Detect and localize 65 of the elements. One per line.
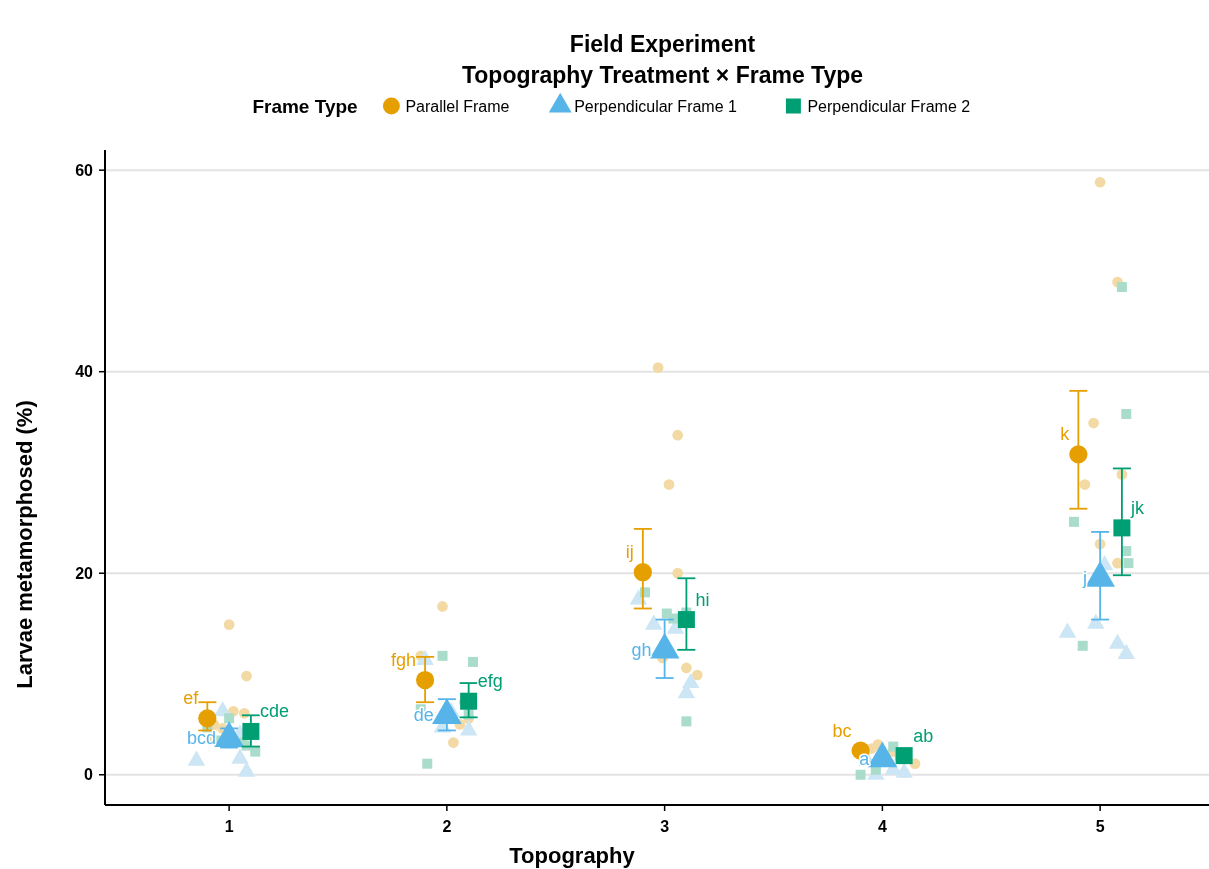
legend-label: Perpendicular Frame 1	[574, 97, 738, 115]
data-label: cde	[259, 701, 289, 722]
y-tick-label: 0	[84, 766, 94, 784]
data-label: fgh	[391, 650, 417, 671]
point	[672, 567, 684, 579]
point	[1113, 519, 1131, 537]
y-tick-label: 40	[75, 363, 94, 381]
data-label: jk	[1129, 497, 1145, 518]
point	[681, 716, 692, 727]
point	[1121, 409, 1132, 420]
x-axis-title: Topography	[509, 843, 636, 868]
data-label: gh	[631, 639, 652, 660]
point	[437, 601, 448, 612]
point	[1116, 282, 1127, 293]
data-label: efg	[477, 671, 503, 692]
point	[681, 662, 692, 674]
point	[895, 747, 913, 765]
point	[668, 613, 679, 624]
data-label: ef	[183, 688, 200, 709]
y-axis-title: Larvae metamorphosed (%)	[12, 400, 37, 689]
point	[241, 670, 252, 682]
point	[448, 737, 459, 748]
x-tick-label: 5	[1095, 818, 1105, 835]
legend-label: Parallel Frame	[405, 97, 510, 115]
data-label: de	[413, 705, 434, 726]
point	[855, 769, 866, 780]
point	[437, 650, 448, 661]
point	[242, 722, 260, 740]
data-label: ab	[913, 725, 934, 746]
legend-label: Perpendicular Frame 2	[807, 97, 971, 115]
x-tick-label: 3	[660, 818, 670, 835]
data-label: bc	[832, 720, 852, 741]
legend-title: Frame Type	[252, 95, 358, 117]
point	[1094, 176, 1106, 188]
point	[1123, 558, 1134, 569]
data-label: hi	[695, 589, 710, 610]
point	[468, 656, 478, 667]
point	[1069, 445, 1088, 464]
data-label: bcd	[187, 728, 217, 749]
point	[1077, 640, 1088, 651]
point	[663, 479, 675, 490]
data-label: j	[1082, 568, 1088, 589]
data-label: k	[1060, 424, 1071, 445]
point	[415, 670, 435, 690]
point	[1068, 516, 1079, 527]
point	[460, 692, 478, 710]
point	[672, 429, 684, 441]
chart-title: Field Experiment Topography Treatment × Frame Type	[461, 31, 864, 88]
data-label: ij	[625, 542, 634, 563]
point	[677, 611, 695, 629]
point	[652, 362, 664, 374]
y-tick-label: 60	[75, 161, 94, 179]
point	[888, 741, 899, 752]
point	[633, 563, 652, 582]
point	[250, 746, 261, 757]
point	[1079, 479, 1091, 490]
y-tick-label: 20	[75, 564, 94, 582]
x-tick-label: 4	[877, 818, 887, 835]
x-tick-label: 2	[442, 818, 452, 835]
x-tick-label: 1	[224, 818, 234, 835]
point	[224, 713, 235, 724]
point	[1088, 417, 1099, 429]
point	[198, 709, 217, 728]
point	[223, 619, 235, 630]
point	[422, 758, 433, 769]
